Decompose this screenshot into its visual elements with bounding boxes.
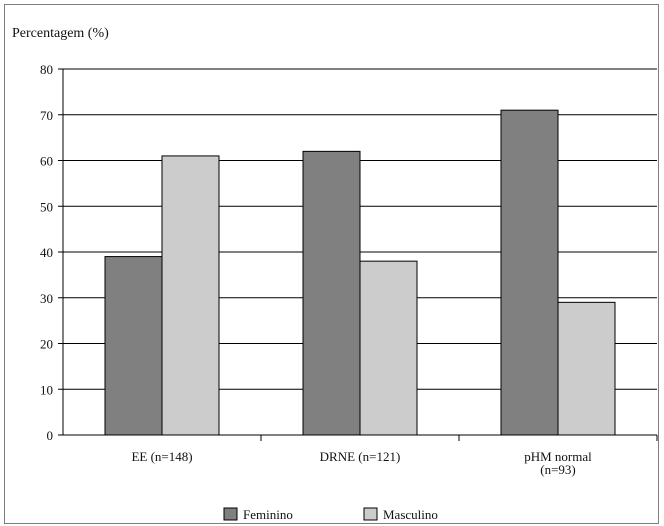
x-tick-label: EE (n=148) [131,449,192,464]
x-tick-label: pHM normal [524,449,592,464]
y-axis-title: Percentagem (%) [12,26,109,41]
bar-feminino [104,256,163,436]
legend-label-masculino: Masculino [383,507,438,522]
x-tick-label: DRNE (n=121) [320,449,401,464]
y-tick-label: 30 [40,291,53,306]
y-tick-label: 20 [40,337,53,352]
legend-label-feminino: Feminino [243,507,293,522]
legend-swatch-masculino [363,507,378,521]
bar-masculino [557,301,616,436]
y-tick-label: 60 [40,154,53,169]
legend-swatch-feminino [223,507,238,521]
bar-feminino [302,150,361,436]
axes [58,68,658,441]
y-tick-label: 50 [40,199,53,214]
x-tick-labels: EE (n=148) DRNE (n=121) pHM normal(n=93) [131,449,592,477]
legend: Feminino Masculino [223,507,438,522]
y-tick-label: 10 [40,382,53,397]
bar-masculino [161,155,220,436]
bar-masculino [359,260,418,436]
y-tick-labels: 0 10 20 30 40 50 60 70 80 [40,62,53,443]
y-tick-label: 80 [40,62,53,77]
bars [104,109,616,436]
y-tick-label: 70 [40,108,53,123]
x-tick-label: (n=93) [540,462,576,477]
y-tick-label: 0 [47,428,54,443]
y-tick-label: 40 [40,245,53,260]
bar-feminino [500,109,559,436]
